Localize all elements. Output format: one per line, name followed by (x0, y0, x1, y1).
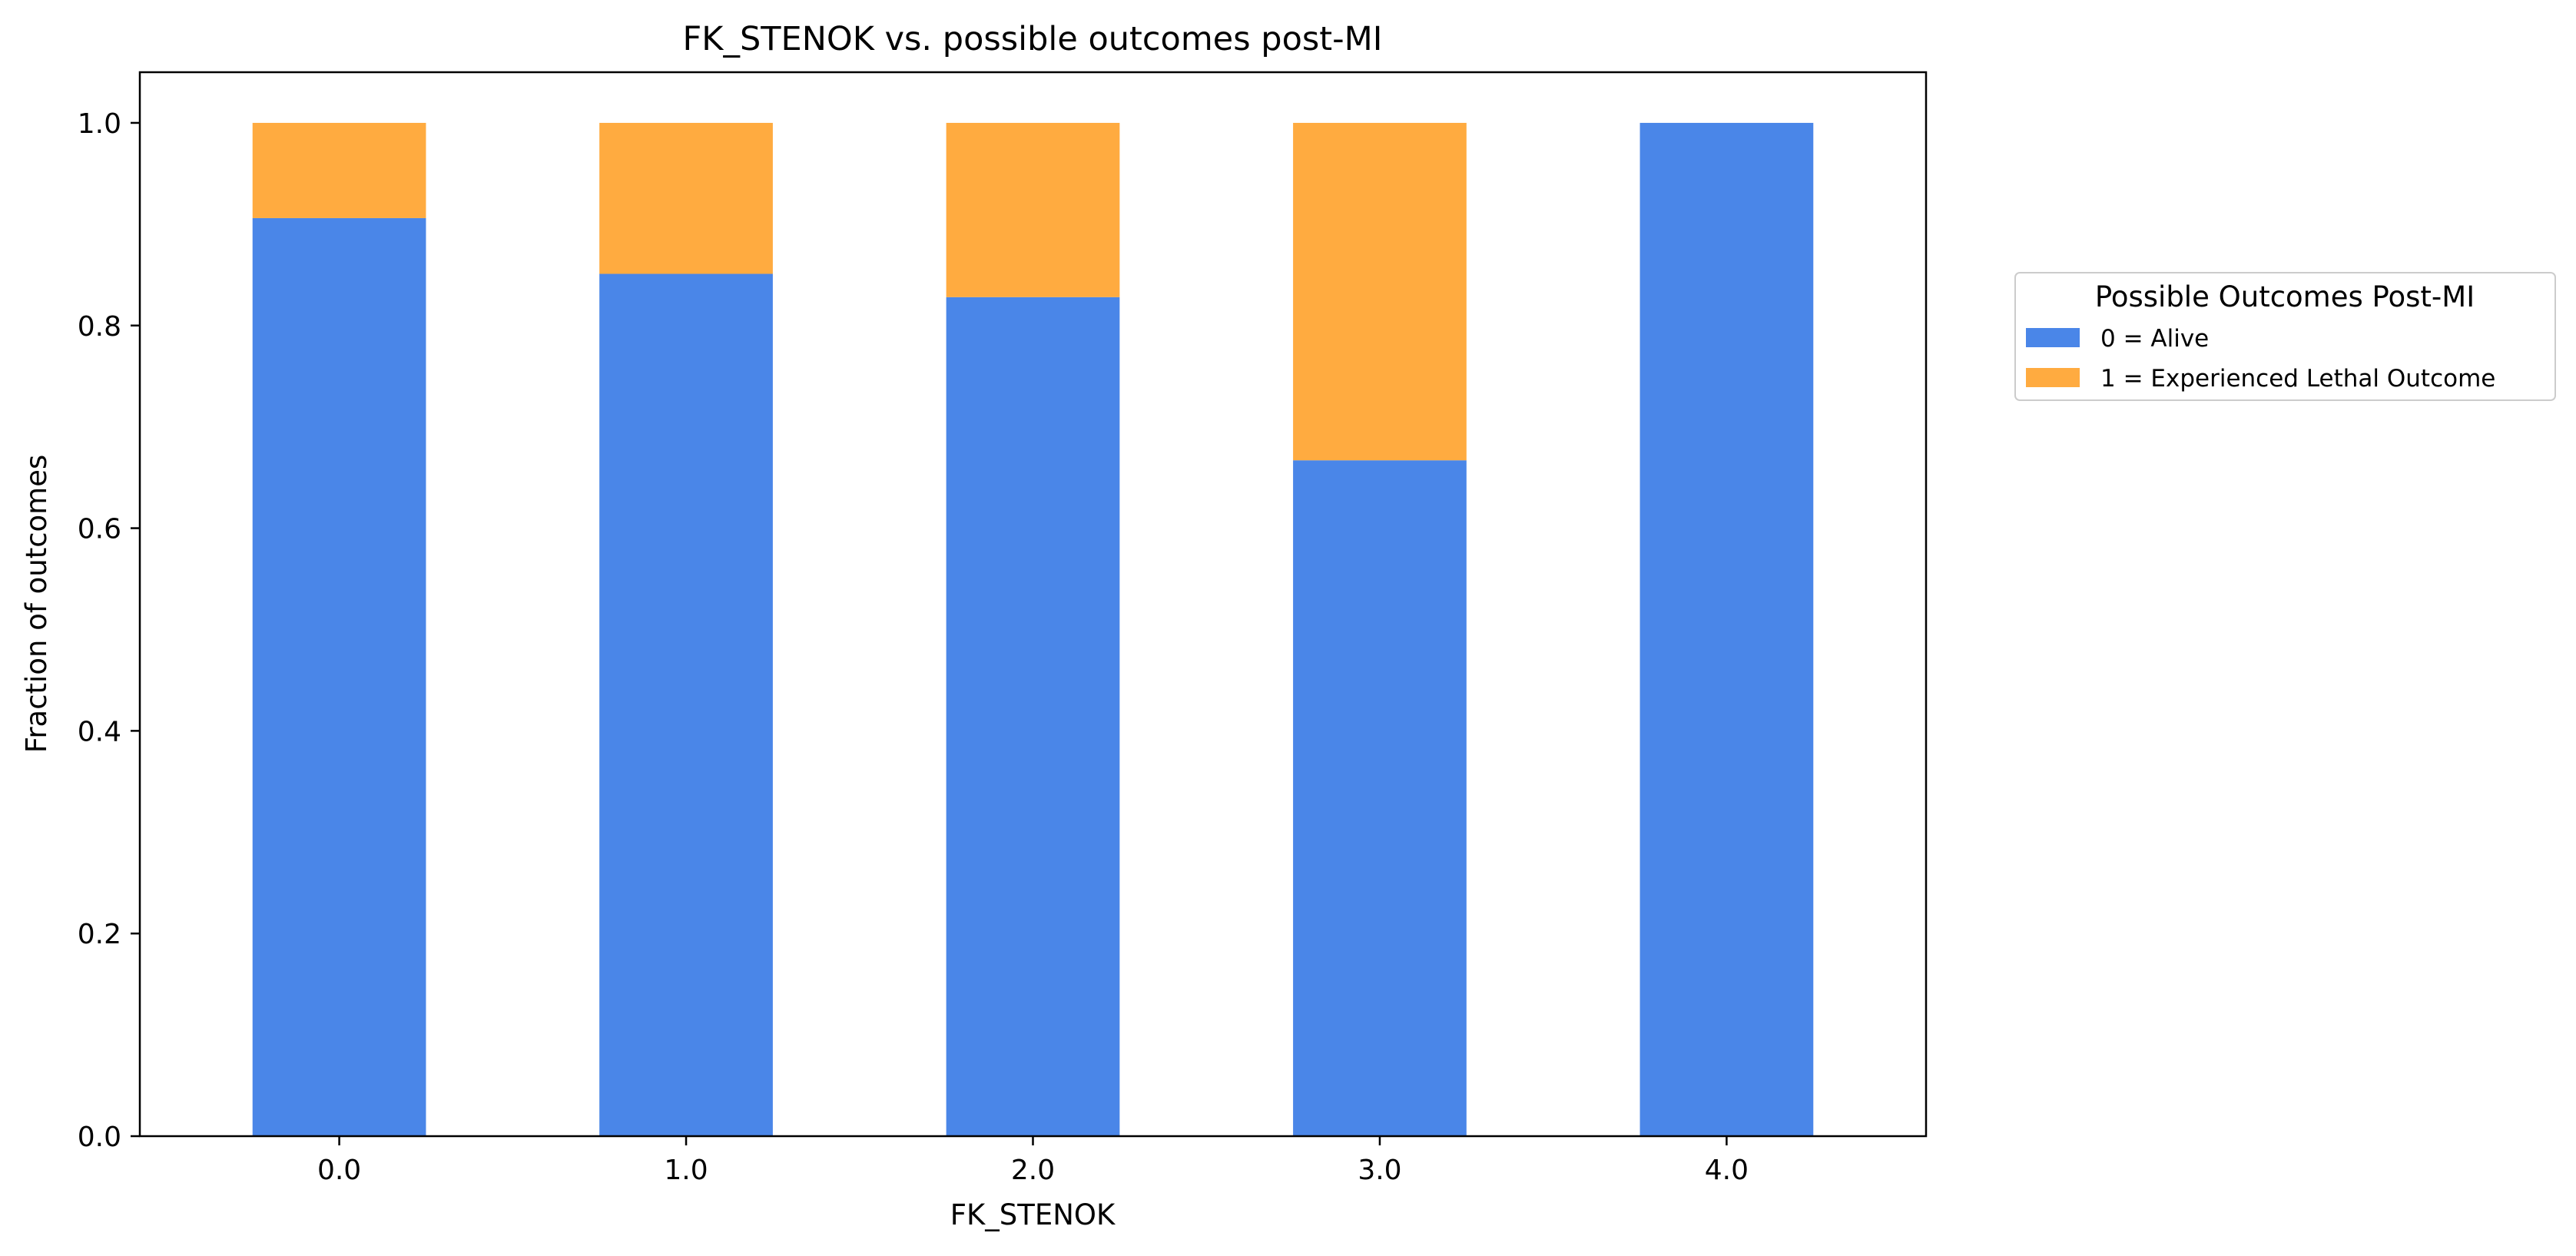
legend-label-lethal: 1 = Experienced Lethal Outcome (2100, 365, 2495, 393)
legend-title: Possible Outcomes Post-MI (2095, 280, 2475, 313)
bar-lethal-2-0 (946, 122, 1120, 297)
bar-alive-0-0 (252, 217, 426, 1137)
y-axis-ticks: 0.0 0.2 0.4 0.6 0.8 1.0 (78, 108, 140, 1153)
y-tick-label: 0.0 (78, 1122, 121, 1153)
bar-alive-2-0 (946, 297, 1120, 1137)
x-tick-label: 4.0 (1705, 1155, 1749, 1186)
bar-alive-1-0 (599, 273, 773, 1136)
bar-alive-3-0 (1293, 460, 1467, 1136)
y-tick-label: 1.0 (78, 108, 121, 140)
bar-lethal-0-0 (252, 122, 426, 218)
x-tick-label: 1.0 (664, 1155, 708, 1186)
legend-swatch-alive (2026, 328, 2080, 347)
bar-alive-4-0 (1639, 122, 1814, 1137)
x-tick-label: 3.0 (1358, 1155, 1401, 1186)
bars (252, 122, 1814, 1137)
x-axis-label: FK_STENOK (950, 1198, 1116, 1231)
x-tick-label: 2.0 (1011, 1155, 1055, 1186)
chart-title: FK_STENOK vs. possible outcomes post-MI (683, 20, 1383, 58)
y-axis-label: Fraction of outcomes (20, 455, 53, 754)
x-axis-ticks: 0.0 1.0 2.0 3.0 4.0 (317, 1136, 1749, 1186)
y-tick-label: 0.2 (78, 919, 121, 950)
y-tick-label: 0.8 (78, 311, 121, 343)
legend-swatch-lethal (2026, 368, 2080, 387)
legend: Possible Outcomes Post-MI 0 = Alive 1 = … (2014, 272, 2556, 401)
bar-lethal-3-0 (1293, 122, 1467, 461)
y-tick-label: 0.4 (78, 716, 121, 747)
bar-lethal-1-0 (599, 122, 773, 274)
legend-label-alive: 0 = Alive (2100, 325, 2209, 353)
y-tick-label: 0.6 (78, 514, 121, 545)
x-tick-label: 0.0 (317, 1155, 361, 1186)
legend-box (2014, 272, 2556, 401)
